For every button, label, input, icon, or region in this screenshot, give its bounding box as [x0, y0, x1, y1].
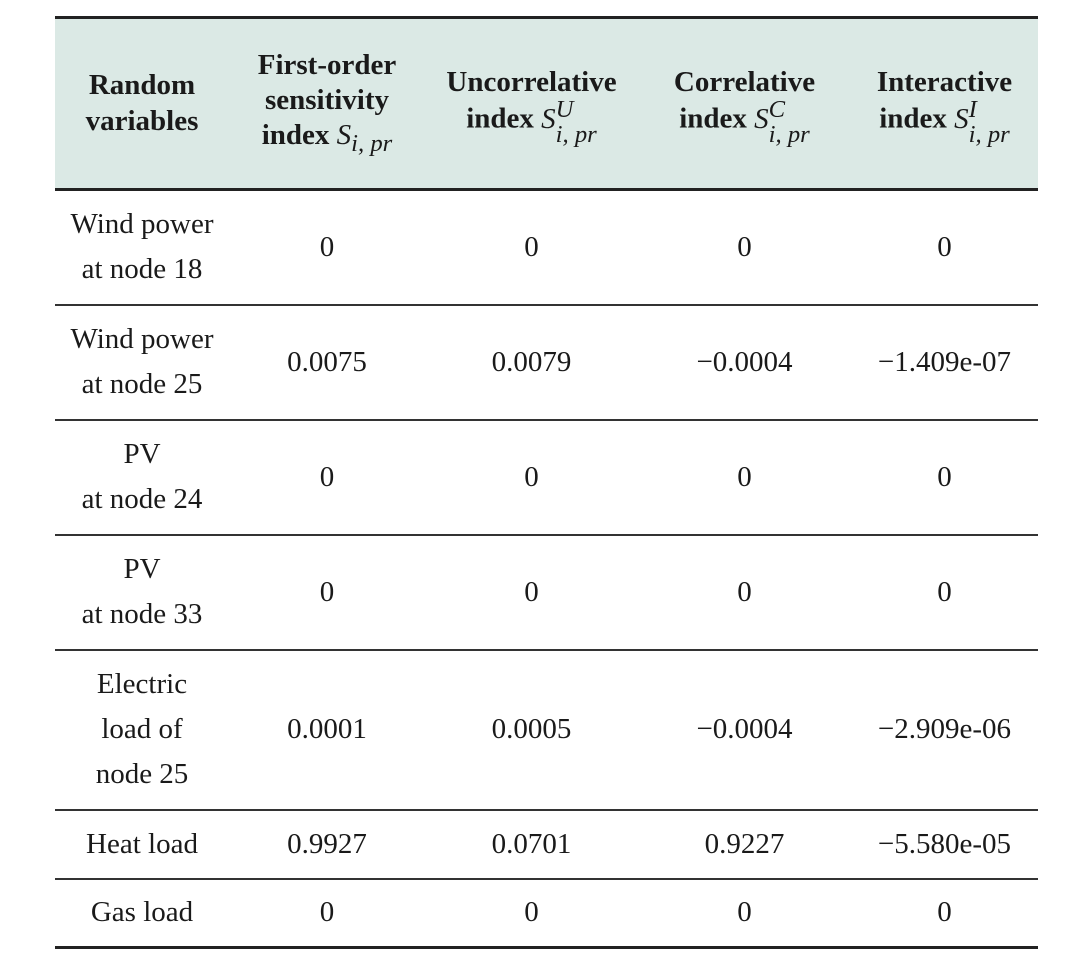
row-label-line: at node 25	[81, 368, 203, 400]
value-cell: 0	[851, 534, 1038, 651]
value-cell: −0.0004	[638, 304, 851, 421]
table-row: Wind power at node 18 0 0 0 0	[55, 189, 1038, 306]
header-line: Uncorrelative	[446, 65, 617, 98]
value-cell: −1.409e-07	[851, 304, 1038, 421]
value-cell: 0	[851, 878, 1038, 949]
header-row: Random variables First-order sensitivity…	[55, 17, 1038, 190]
header-line: First-order	[257, 48, 397, 81]
table-body: Wind power at node 18 0 0 0 0 Wind power at nod…	[55, 189, 1038, 949]
header-word: index	[679, 102, 747, 135]
row-label-line: Electric	[96, 668, 188, 701]
table-row: Electric load of node 25 0.0001 0.0005 −0.000…	[55, 649, 1038, 811]
table-row: Gas load 0 0 0 0	[55, 878, 1038, 949]
value-cell: −2.909e-06	[851, 649, 1038, 811]
value-cell: 0.0005	[425, 649, 638, 811]
value-cell: 0	[425, 419, 638, 536]
value-cell: −0.0004	[638, 649, 851, 811]
header-line: Random	[88, 69, 196, 102]
row-label-line: Heat load	[86, 827, 198, 860]
symbol-s-ipr: Si, pr	[336, 119, 393, 158]
table-row: Heat load 0.9927 0.0701 0.9227 −5.580e-05	[55, 809, 1038, 880]
header-first-order: First-order sensitivity index Si, pr	[229, 18, 425, 190]
row-label-line: Wind power	[70, 323, 214, 356]
value-cell: 0.9927	[229, 809, 425, 880]
value-cell: 0	[638, 534, 851, 651]
table-header: Random variables First-order sensitivity…	[55, 17, 1038, 190]
row-label-cell: PV at node 24	[55, 419, 229, 536]
header-random-variables: Random variables	[55, 18, 229, 190]
row-label-line: at node 24	[81, 483, 203, 515]
row-label-line: PV	[123, 553, 161, 586]
value-cell: 0	[425, 189, 638, 306]
header-word: index	[466, 102, 534, 135]
row-label-line: Gas load	[90, 896, 194, 929]
row-label-cell: Wind power at node 25	[55, 304, 229, 421]
header-line: sensitivity	[264, 84, 390, 117]
value-cell: 0	[638, 189, 851, 306]
row-label-line: PV	[123, 438, 161, 471]
table-row: Wind power at node 25 0.0075 0.0079 −0.0004−…	[55, 304, 1038, 421]
value-cell: −5.580e-05	[851, 809, 1038, 880]
row-label-cell: Heat load	[55, 809, 229, 880]
row-label-line: at node 18	[81, 253, 203, 286]
value-cell: 0	[425, 534, 638, 651]
row-label-cell: Gas load	[55, 878, 229, 949]
value-cell: 0	[638, 419, 851, 536]
value-cell: 0	[229, 419, 425, 536]
value-cell: 0	[229, 878, 425, 949]
table-row: PV at node 33 0 0 0 0	[55, 534, 1038, 651]
value-cell: 0	[229, 189, 425, 306]
value-cell: 0	[851, 189, 1038, 306]
row-label-line: load of	[101, 713, 183, 746]
header-word: index	[879, 102, 947, 135]
value-cell: 0	[638, 878, 851, 949]
header-word: index	[261, 119, 330, 152]
header-line: Interactive	[876, 65, 1013, 98]
table-row: PV at node 24 0 0 0 0	[55, 419, 1038, 536]
value-cell: 0.9227	[638, 809, 851, 880]
row-label-cell: PV at node 33	[55, 534, 229, 651]
header-line: variables	[85, 104, 199, 137]
row-label-cell: Wind power at node 18	[55, 189, 229, 306]
value-cell: 0.0079	[425, 304, 638, 421]
value-cell: 0	[229, 534, 425, 651]
header-line: Correlative	[673, 65, 816, 98]
row-label-cell: Electric load of node 25	[55, 649, 229, 811]
row-label-line: at node 33	[81, 598, 203, 630]
value-cell: 0	[425, 878, 638, 949]
value-cell: 0.0001	[229, 649, 425, 811]
row-label-line: Wind power	[70, 208, 214, 241]
value-cell: 0.0701	[425, 809, 638, 880]
value-cell: 0	[851, 419, 1038, 536]
row-label-line: node 25	[95, 757, 189, 790]
value-cell: 0.0075	[229, 304, 425, 421]
sensitivity-table: Random variables First-order sensitivity…	[55, 16, 1038, 949]
